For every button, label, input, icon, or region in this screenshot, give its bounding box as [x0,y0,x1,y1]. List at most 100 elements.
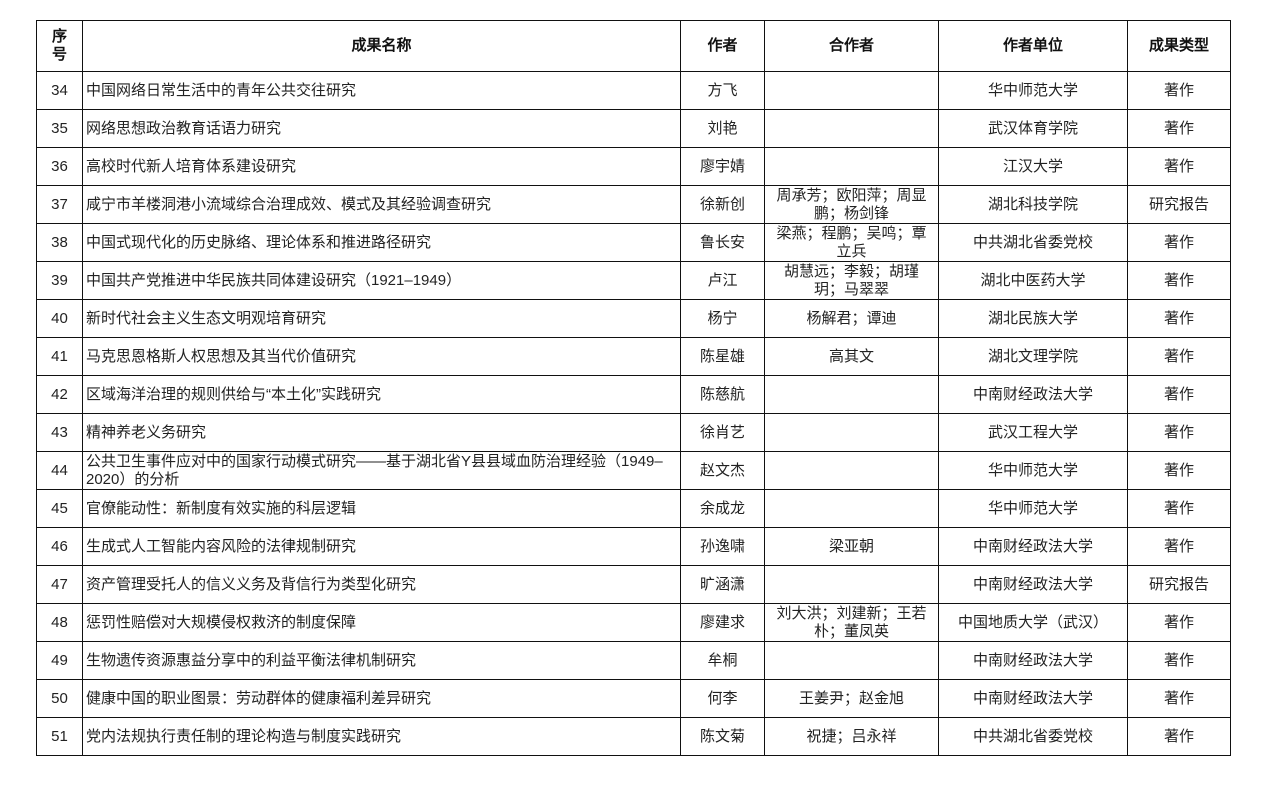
table-row: 50 健康中国的职业图景：劳动群体的健康福利差异研究 何李 王姜尹；赵金旭 中南财经政法… [36,679,1231,718]
row-number: 45 [36,489,83,528]
result-type: 著作 [1127,299,1231,338]
header-type: 成果类型 [1127,20,1231,72]
coauthors: 祝捷；吕永祥 [764,717,939,756]
table-row: 51 党内法规执行责任制的理论构造与制度实践研究 陈文菊 祝捷；吕永祥 中共湖北省委党校… [36,717,1231,756]
author: 方飞 [680,71,765,110]
row-number: 35 [36,109,83,148]
result-title: 中国网络日常生活中的青年公共交往研究 [82,71,681,110]
author-unit: 中南财经政法大学 [938,565,1128,604]
result-title: 公共卫生事件应对中的国家行动模式研究——基于湖北省Y县县域血防治理经验（1949… [82,451,681,490]
coauthors: 胡慧远；李毅；胡瑾玥；马翠翠 [764,261,939,300]
author: 廖建求 [680,603,765,642]
result-type: 著作 [1127,261,1231,300]
result-title: 党内法规执行责任制的理论构造与制度实践研究 [82,717,681,756]
author-unit: 湖北民族大学 [938,299,1128,338]
result-type: 著作 [1127,603,1231,642]
coauthors: 刘大洪；刘建新；王若朴；董凤英 [764,603,939,642]
row-number: 46 [36,527,83,566]
result-title: 网络思想政治教育话语力研究 [82,109,681,148]
author-unit: 江汉大学 [938,147,1128,186]
row-number: 42 [36,375,83,414]
row-number: 47 [36,565,83,604]
results-table: 序号 成果名称 作者 合作者 作者单位 成果类型 34 中国网络日常生活中的青年公… [36,20,1231,756]
result-title: 中国共产党推进中华民族共同体建设研究（1921–1949） [82,261,681,300]
result-type: 著作 [1127,223,1231,262]
author: 杨宁 [680,299,765,338]
author: 刘艳 [680,109,765,148]
author: 鲁长安 [680,223,765,262]
author: 何李 [680,679,765,718]
result-title: 惩罚性赔偿对大规模侵权救济的制度保障 [82,603,681,642]
author-unit: 中南财经政法大学 [938,375,1128,414]
table-row: 49 生物遗传资源惠益分享中的利益平衡法律机制研究 牟桐 中南财经政法大学 著作 [36,641,1231,680]
author: 卢江 [680,261,765,300]
author: 廖宇婧 [680,147,765,186]
author: 孙逸啸 [680,527,765,566]
result-title: 咸宁市羊楼洞港小流域综合治理成效、模式及其经验调查研究 [82,185,681,224]
result-type: 著作 [1127,109,1231,148]
table-row: 48 惩罚性赔偿对大规模侵权救济的制度保障 廖建求 刘大洪；刘建新；王若朴；董凤英 中国… [36,603,1231,642]
row-number: 38 [36,223,83,262]
author: 陈星雄 [680,337,765,376]
table-row: 46 生成式人工智能内容风险的法律规制研究 孙逸啸 梁亚朝 中南财经政法大学 著作 [36,527,1231,566]
coauthors: 杨解君；谭迪 [764,299,939,338]
author-unit: 武汉工程大学 [938,413,1128,452]
author-unit: 中国地质大学（武汉） [938,603,1128,642]
result-type: 著作 [1127,527,1231,566]
author: 旷涵潇 [680,565,765,604]
result-title: 生物遗传资源惠益分享中的利益平衡法律机制研究 [82,641,681,680]
coauthors [764,641,939,680]
coauthors: 王姜尹；赵金旭 [764,679,939,718]
header-unit: 作者单位 [938,20,1128,72]
row-number: 43 [36,413,83,452]
author: 徐新创 [680,185,765,224]
result-title: 中国式现代化的历史脉络、理论体系和推进路径研究 [82,223,681,262]
table-row: 41 马克思恩格斯人权思想及其当代价值研究 陈星雄 高其文 湖北文理学院 著作 [36,337,1231,376]
author-unit: 华中师范大学 [938,451,1128,490]
coauthors: 梁燕；程鹏；吴鸣；覃立兵 [764,223,939,262]
table-row: 34 中国网络日常生活中的青年公共交往研究 方飞 华中师范大学 著作 [36,71,1231,110]
row-number: 49 [36,641,83,680]
coauthors [764,451,939,490]
row-number: 48 [36,603,83,642]
header-author: 作者 [680,20,765,72]
author-unit: 中南财经政法大学 [938,641,1128,680]
result-type: 著作 [1127,147,1231,186]
row-number: 44 [36,451,83,490]
result-title: 新时代社会主义生态文明观培育研究 [82,299,681,338]
result-title: 区域海洋治理的规则供给与“本土化”实践研究 [82,375,681,414]
row-number: 36 [36,147,83,186]
author-unit: 中共湖北省委党校 [938,223,1128,262]
result-title: 生成式人工智能内容风险的法律规制研究 [82,527,681,566]
header-title: 成果名称 [82,20,681,72]
result-type: 著作 [1127,337,1231,376]
result-type: 研究报告 [1127,565,1231,604]
result-type: 著作 [1127,489,1231,528]
row-number: 37 [36,185,83,224]
result-title: 精神养老义务研究 [82,413,681,452]
coauthors: 高其文 [764,337,939,376]
author-unit: 武汉体育学院 [938,109,1128,148]
author: 余成龙 [680,489,765,528]
table-row: 37 咸宁市羊楼洞港小流域综合治理成效、模式及其经验调查研究 徐新创 周承芳；欧阳萍；… [36,185,1231,224]
coauthors [764,71,939,110]
header-coauthors: 合作者 [764,20,939,72]
coauthors [764,489,939,528]
result-type: 著作 [1127,375,1231,414]
result-type: 著作 [1127,71,1231,110]
author: 牟桐 [680,641,765,680]
result-title: 高校时代新人培育体系建设研究 [82,147,681,186]
header-row: 序号 成果名称 作者 合作者 作者单位 成果类型 [36,20,1231,72]
row-number: 51 [36,717,83,756]
author-unit: 湖北科技学院 [938,185,1128,224]
author: 徐肖艺 [680,413,765,452]
table-row: 43 精神养老义务研究 徐肖艺 武汉工程大学 著作 [36,413,1231,452]
coauthors [764,147,939,186]
coauthors: 梁亚朝 [764,527,939,566]
row-number: 41 [36,337,83,376]
table-row: 36 高校时代新人培育体系建设研究 廖宇婧 江汉大学 著作 [36,147,1231,186]
result-title: 马克思恩格斯人权思想及其当代价值研究 [82,337,681,376]
result-type: 著作 [1127,413,1231,452]
table-row: 45 官僚能动性：新制度有效实施的科层逻辑 余成龙 华中师范大学 著作 [36,489,1231,528]
header-no: 序号 [36,20,83,72]
